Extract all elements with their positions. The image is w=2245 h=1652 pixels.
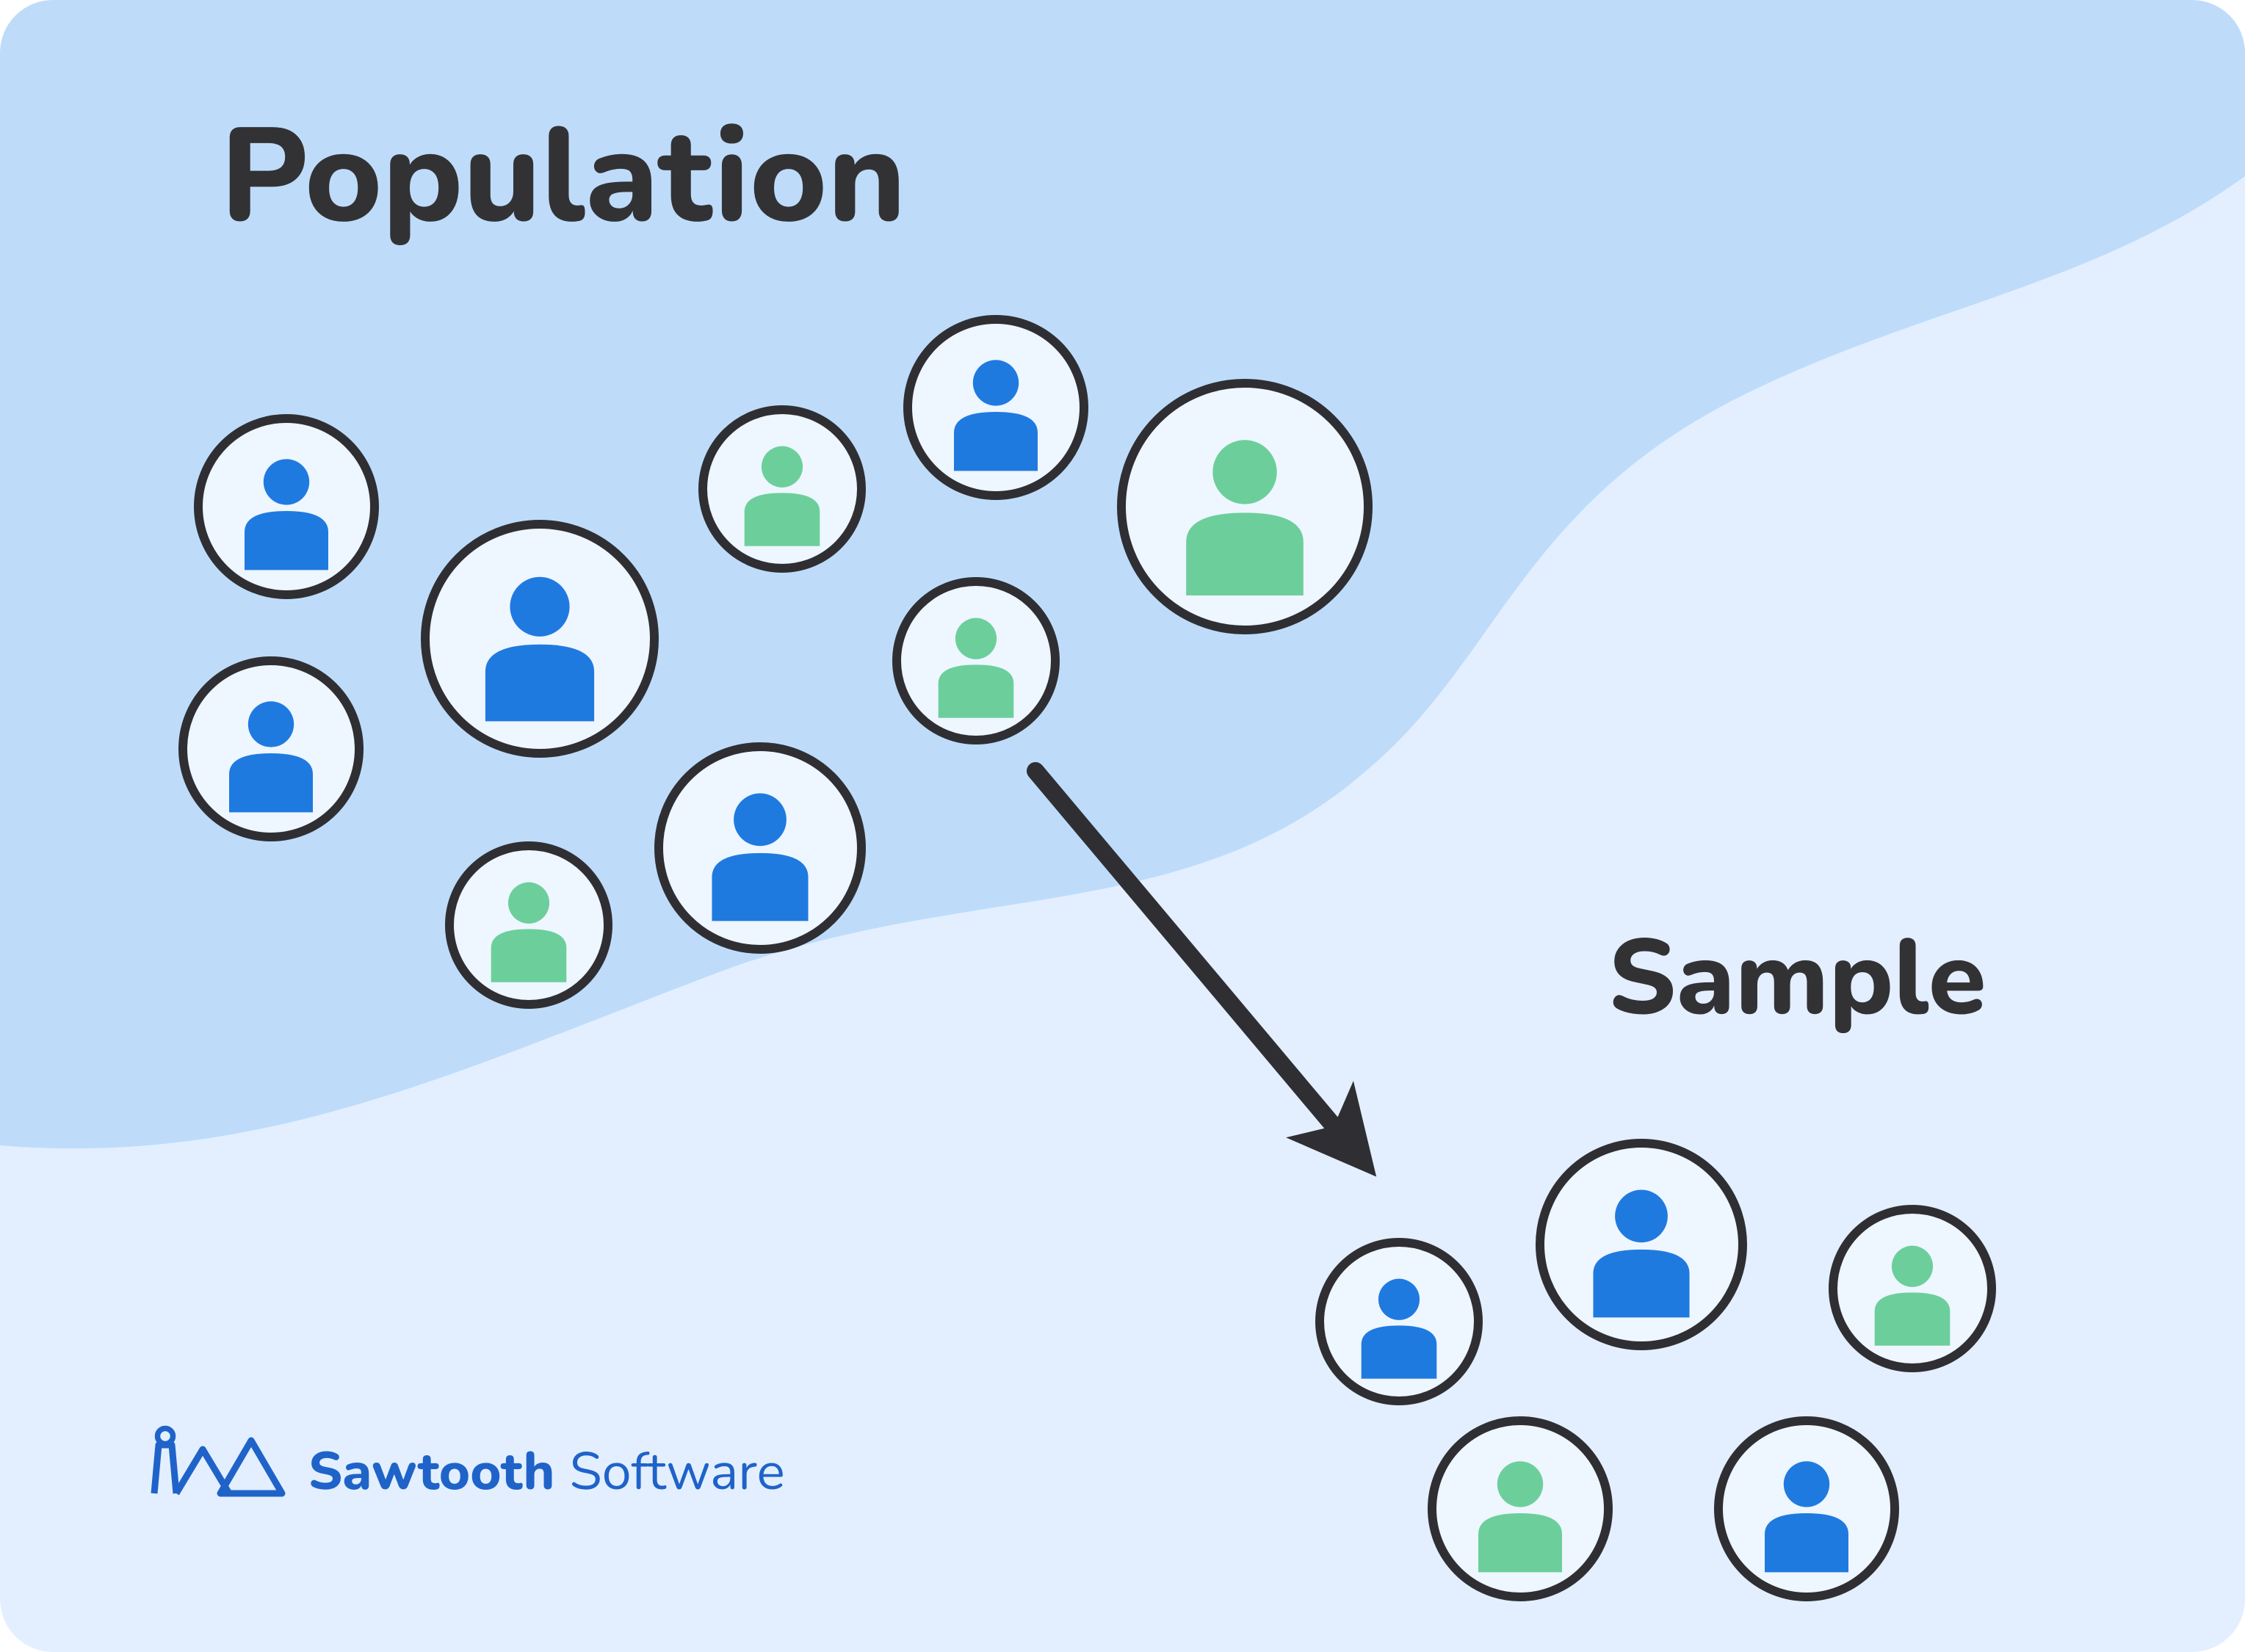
population-avatar bbox=[449, 846, 608, 1004]
population-avatar bbox=[183, 661, 359, 837]
brand-text-light: Software bbox=[569, 1436, 785, 1508]
sample-avatar bbox=[1718, 1421, 1895, 1597]
sample-avatar bbox=[1833, 1209, 1992, 1368]
population-avatar bbox=[425, 524, 654, 753]
population-avatar bbox=[908, 319, 1084, 496]
diagram-canvas: Population Sample Sawtooth Software bbox=[0, 0, 2245, 1652]
population-avatar bbox=[198, 419, 375, 595]
sample-avatar bbox=[1540, 1143, 1743, 1346]
population-avatar bbox=[659, 747, 861, 949]
population-avatar bbox=[897, 582, 1055, 740]
brand-text: Sawtooth Software bbox=[308, 1436, 785, 1508]
sample-title: Sample bbox=[1608, 906, 1986, 1051]
sample-avatar bbox=[1432, 1421, 1608, 1597]
population-avatar bbox=[1121, 383, 1368, 630]
brand-text-bold: Sawtooth bbox=[308, 1436, 569, 1508]
population-title: Population bbox=[220, 87, 906, 267]
sample-avatar bbox=[1320, 1242, 1478, 1401]
population-avatar bbox=[703, 410, 861, 568]
